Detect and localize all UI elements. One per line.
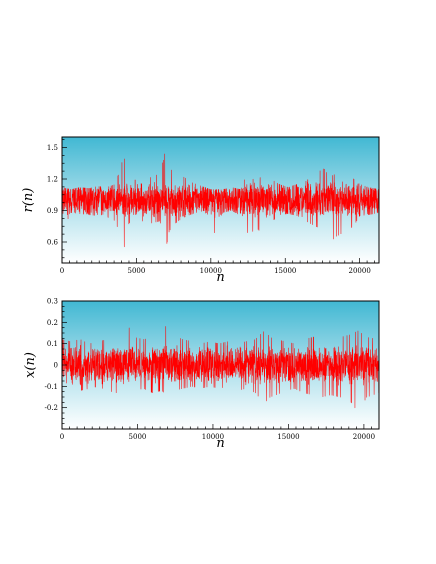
y-axis-label: x(n)	[23, 352, 38, 378]
y-tick-label: 0.2	[47, 319, 58, 327]
x-tick-label: 5000	[129, 433, 147, 441]
y-tick-label: 1.2	[47, 176, 58, 184]
x-tick-label: 20000	[349, 267, 371, 275]
x-axis-label: n	[216, 270, 224, 285]
y-tick-label: -0.1	[45, 383, 59, 391]
x-axis-label: n	[216, 436, 224, 451]
x-tick-label: 10000	[202, 433, 224, 441]
x-tick-label: 5000	[127, 267, 145, 275]
x-tick-label: 0	[60, 267, 64, 275]
y-tick-label: 0.3	[47, 298, 58, 306]
chart-panel-top: 0 5000 10000 15000 20000 0.6 0.9 1.2 1.5 n r(n)	[21, 136, 380, 285]
x-tick-label: 15000	[274, 267, 296, 275]
y-axis-label: r(n)	[21, 188, 36, 213]
x-tick-label: 0	[60, 433, 64, 441]
y-tick-label: 0	[54, 362, 58, 370]
x-tick-label: 20000	[353, 433, 375, 441]
data-series-line	[62, 153, 379, 248]
data-series-line	[62, 326, 379, 409]
chart-panel-bottom: 0 5000 10000 15000 20000 -0.2 -0.1 0 0.1 0.2 0.3 n x…	[23, 298, 380, 451]
y-tick-label: 0.1	[47, 340, 58, 348]
x-tick-label: 15000	[277, 433, 299, 441]
x-tick-label: 10000	[200, 267, 222, 275]
plot-frame	[61, 136, 380, 264]
y-tick-label: -0.2	[45, 404, 59, 412]
y-tick-label: 1.5	[47, 144, 58, 152]
y-tick-label: 0.6	[47, 239, 59, 247]
y-tick-label: 0.9	[47, 207, 58, 215]
